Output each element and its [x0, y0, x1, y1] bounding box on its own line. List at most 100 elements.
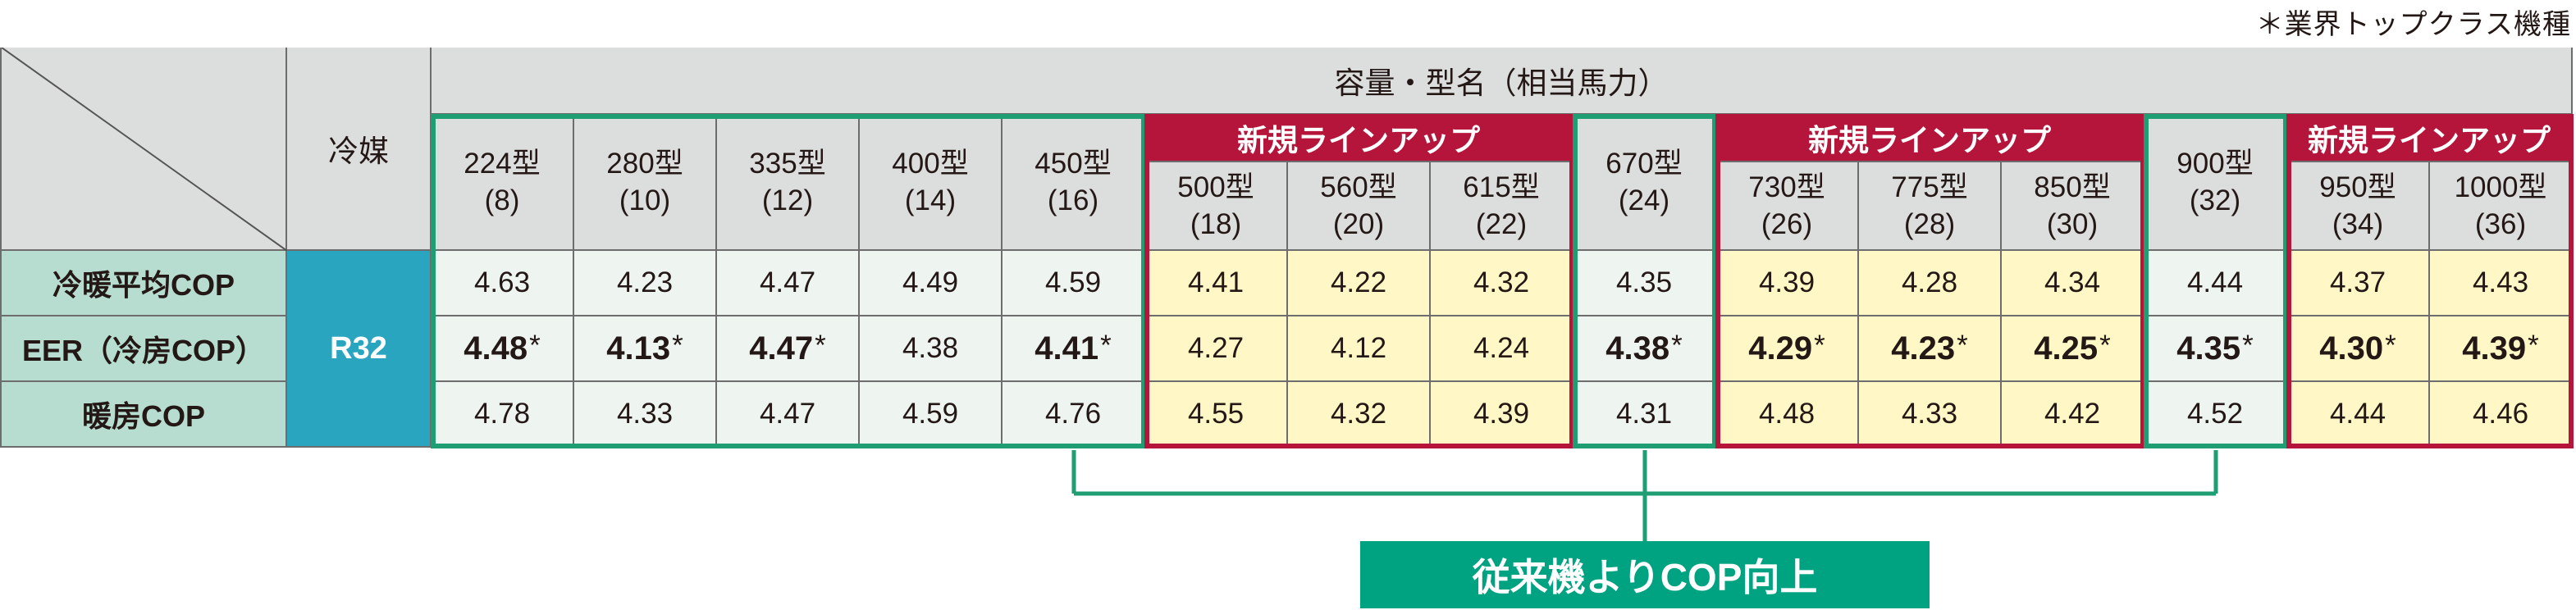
avg-cop-row-value-3: 4.49 — [860, 251, 1003, 316]
new-lineup-header-2: 新規ラインアップ — [2287, 115, 2573, 162]
value-text: 4.33 — [616, 398, 674, 430]
value-text: 4.55 — [1187, 398, 1245, 430]
value-text: 4.63 — [473, 266, 531, 298]
heating-cop-row-label: 暖房COP — [2, 382, 287, 448]
model-horsepower: (22) — [1475, 208, 1528, 240]
eer-row-value-3: 4.38 — [860, 316, 1003, 382]
value-text: 4.49 — [902, 266, 959, 298]
value-text: 4.48 — [1758, 398, 1816, 430]
heating-cop-row-value-9: 4.48 — [1716, 382, 1859, 448]
eer-row-value-7: 4.24 — [1431, 316, 1573, 382]
heating-cop-row-value-12: 4.52 — [2144, 382, 2287, 448]
cop-improvement-banner: 従来機よりCOP向上 — [1360, 541, 1930, 608]
value-text: 4.24 — [1473, 332, 1530, 364]
row-label-text: EER（冷房COP） — [21, 334, 266, 367]
model-horsepower: (14) — [904, 184, 957, 216]
top-class-star: * — [1671, 330, 1683, 362]
model-name: 335型 — [749, 148, 826, 180]
value-text: 4.39 — [2462, 330, 2527, 366]
heating-cop-row-value-8: 4.31 — [1573, 382, 1716, 448]
model-horsepower: (28) — [1903, 208, 1956, 240]
model-name: 1000型 — [2454, 171, 2547, 203]
avg-cop-row-value-4: 4.59 — [1003, 251, 1145, 316]
avg-cop-row-value-2: 4.47 — [717, 251, 860, 316]
value-text: 4.78 — [473, 398, 531, 430]
heating-cop-row-value-0: 4.78 — [432, 382, 574, 448]
value-text: 4.59 — [902, 398, 959, 430]
eer-row-value-10: 4.23 * — [1859, 316, 2002, 382]
top-class-star: * — [2528, 330, 2539, 362]
eer-row-value-1: 4.13 * — [574, 316, 717, 382]
heating-cop-row-value-2: 4.47 — [717, 382, 860, 448]
value-text: 4.41 — [1187, 266, 1245, 298]
top-class-star: * — [2242, 330, 2254, 362]
model-horsepower: (24) — [1618, 184, 1670, 216]
avg-cop-row-value-1: 4.23 — [574, 251, 717, 316]
value-text: 4.39 — [1758, 266, 1816, 298]
model-horsepower: (34) — [2332, 208, 2384, 240]
value-text: 4.46 — [2472, 398, 2529, 430]
model-name: 450型 — [1035, 148, 1112, 180]
value-text: 4.27 — [1187, 332, 1245, 364]
value-text: 4.42 — [2044, 398, 2101, 430]
model-name: 560型 — [1320, 171, 1397, 203]
value-text: 4.28 — [1901, 266, 1958, 298]
row-label-text: 暖房COP — [81, 399, 205, 433]
model-name: 670型 — [1605, 148, 1683, 180]
model-header-6: 560型 (20) — [1288, 162, 1431, 251]
eer-row-value-4: 4.41 * — [1003, 316, 1145, 382]
avg-cop-row-value-7: 4.32 — [1431, 251, 1573, 316]
value-text: 4.33 — [1901, 398, 1958, 430]
model-name: 950型 — [2319, 171, 2396, 203]
value-text: 4.44 — [2329, 398, 2386, 430]
model-header-14: 1000型 (36) — [2430, 162, 2573, 251]
model-horsepower: (10) — [619, 184, 671, 216]
model-name: 900型 — [2176, 148, 2254, 180]
avg-cop-row-label: 冷暖平均COP — [2, 251, 287, 316]
new-lineup-label: 新規ラインアップ — [1237, 124, 1480, 157]
top-class-note: ＊業界トップクラス機種 — [2255, 9, 2571, 40]
avg-cop-row-value-12: 4.44 — [2144, 251, 2287, 316]
model-horsepower: (36) — [2474, 208, 2527, 240]
value-text: 4.35 — [1615, 266, 1673, 298]
model-header-4: 450型 (16) — [1003, 115, 1145, 251]
model-horsepower: (12) — [761, 184, 814, 216]
heating-cop-row-value-11: 4.42 — [2002, 382, 2144, 448]
new-lineup-label: 新規ラインアップ — [2308, 124, 2551, 157]
refrigerant-header: 冷媒 — [287, 48, 432, 251]
model-name: 400型 — [892, 148, 969, 180]
model-header-13: 950型 (34) — [2287, 162, 2430, 251]
avg-cop-row-value-9: 4.39 — [1716, 251, 1859, 316]
value-text: 4.13 — [606, 330, 671, 366]
model-name: 775型 — [1891, 171, 1968, 203]
heating-cop-row-value-7: 4.39 — [1431, 382, 1573, 448]
heating-cop-row-value-6: 4.32 — [1288, 382, 1431, 448]
eer-row-value-8: 4.38 * — [1573, 316, 1716, 382]
value-text: 4.31 — [1615, 398, 1673, 430]
value-text: 4.23 — [1891, 330, 1956, 366]
avg-cop-row-value-13: 4.37 — [2287, 251, 2430, 316]
value-text: 4.34 — [2044, 266, 2101, 298]
value-text: 4.43 — [2472, 266, 2529, 298]
value-text: 4.29 — [1748, 330, 1813, 366]
eer-row-label: EER（冷房COP） — [2, 316, 287, 382]
eer-row-value-14: 4.39 * — [2430, 316, 2573, 382]
refrigerant-value-cell: R32 — [287, 251, 432, 448]
capacity-header: 容量・型名（相当馬力） — [432, 48, 2573, 115]
value-text: 4.47 — [759, 266, 816, 298]
model-header-11: 850型 (30) — [2002, 162, 2144, 251]
model-header-3: 400型 (14) — [860, 115, 1003, 251]
avg-cop-row-value-6: 4.22 — [1288, 251, 1431, 316]
value-text: 4.35 — [2176, 330, 2241, 366]
model-horsepower: (32) — [2189, 184, 2241, 216]
value-text: 4.44 — [2186, 266, 2244, 298]
model-header-5: 500型 (18) — [1145, 162, 1288, 251]
capacity-header-label: 容量・型名（相当馬力） — [1334, 66, 1669, 100]
model-header-1: 280型 (10) — [574, 115, 717, 251]
avg-cop-row-value-10: 4.28 — [1859, 251, 2002, 316]
value-text: 4.25 — [2034, 330, 2099, 366]
eer-row-value-12: 4.35 * — [2144, 316, 2287, 382]
value-text: 4.52 — [2186, 398, 2244, 430]
